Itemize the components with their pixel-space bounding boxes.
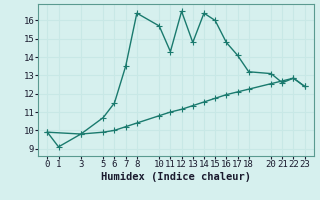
X-axis label: Humidex (Indice chaleur): Humidex (Indice chaleur) bbox=[101, 172, 251, 182]
